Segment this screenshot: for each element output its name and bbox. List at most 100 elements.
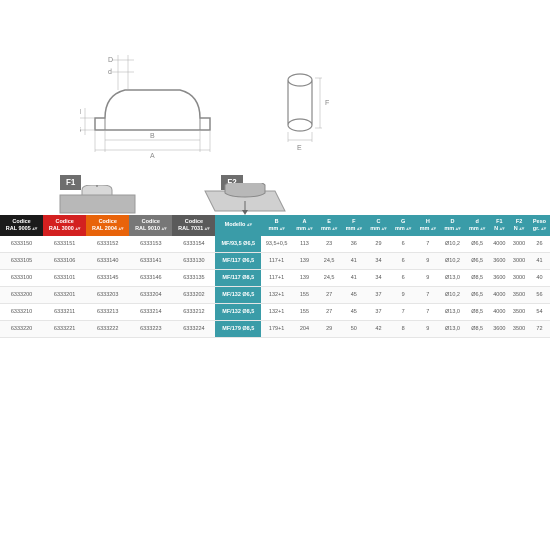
cell: 132+1 (261, 304, 292, 321)
cell: 50 (341, 321, 366, 338)
cell: 6 (391, 270, 416, 287)
cell: 155 (292, 287, 317, 304)
cell: Ø8,5 (465, 304, 490, 321)
cell: 34 (366, 253, 391, 270)
col-header[interactable]: F1N ▴▾ (490, 215, 510, 236)
cell: 45 (341, 287, 366, 304)
cell: 113 (292, 236, 317, 253)
cell: Ø6,5 (465, 253, 490, 270)
cell: 3600 (490, 270, 510, 287)
cell: MF/179 Ø8,5 (215, 321, 261, 338)
cell: 6333212 (172, 304, 215, 321)
cell: 6333222 (86, 321, 129, 338)
col-header[interactable]: Fmm ▴▾ (341, 215, 366, 236)
cell: 37 (366, 287, 391, 304)
cell: 41 (529, 253, 550, 270)
table-row: 63331506333151633315263331536333154MF/93… (0, 236, 550, 253)
col-header[interactable]: Emm ▴▾ (317, 215, 342, 236)
cell: 6333213 (86, 304, 129, 321)
cell: 3500 (509, 321, 529, 338)
cell: 26 (529, 236, 550, 253)
col-header[interactable]: Pesogr. ▴▾ (529, 215, 550, 236)
table-row: 63332206333221633322263332236333224MF/17… (0, 321, 550, 338)
cell: 3600 (490, 253, 510, 270)
cell: Ø8,5 (465, 270, 490, 287)
col-header[interactable]: CodiceRAL 2004 ▴▾ (86, 215, 129, 236)
cell: 3500 (509, 304, 529, 321)
cell: 9 (415, 253, 440, 270)
cell: 27 (317, 304, 342, 321)
cell: Ø10,2 (440, 287, 465, 304)
col-header[interactable]: CodiceRAL 9010 ▴▾ (129, 215, 172, 236)
handle-side-view: D d H G B A (80, 40, 240, 160)
cell: 6333100 (0, 270, 43, 287)
cell: 6333200 (0, 287, 43, 304)
cell: 155 (292, 304, 317, 321)
cell: 6 (391, 236, 416, 253)
col-header[interactable]: CodiceRAL 9005 ▴▾ (0, 215, 43, 236)
svg-text:H: H (80, 109, 81, 116)
cell: 24,5 (317, 270, 342, 287)
cell: 3600 (490, 321, 510, 338)
svg-text:F: F (325, 100, 329, 107)
cell: 3000 (509, 253, 529, 270)
col-header[interactable]: Dmm ▴▾ (440, 215, 465, 236)
cell: 3500 (509, 287, 529, 304)
cell: 6333223 (129, 321, 172, 338)
cell: 6333130 (172, 253, 215, 270)
cell: 54 (529, 304, 550, 321)
col-header[interactable]: Modello ▴▾ (215, 215, 261, 236)
cell: 6333204 (129, 287, 172, 304)
cell: 23 (317, 236, 342, 253)
cell: 4000 (490, 304, 510, 321)
svg-text:E: E (297, 145, 302, 152)
cell: MF/117 Ø6,5 (215, 253, 261, 270)
cell: 6333220 (0, 321, 43, 338)
col-header[interactable]: Bmm ▴▾ (261, 215, 292, 236)
diagram-area: D d H G B A F E F1 F2 (0, 0, 550, 215)
col-header[interactable]: F2N ▴▾ (509, 215, 529, 236)
col-header[interactable]: Gmm ▴▾ (391, 215, 416, 236)
cell: 6333152 (86, 236, 129, 253)
cell: 4000 (490, 287, 510, 304)
cell: 6 (391, 253, 416, 270)
col-header[interactable]: dmm ▴▾ (465, 215, 490, 236)
cell: 6333101 (43, 270, 86, 287)
col-header[interactable]: CodiceRAL 7031 ▴▾ (172, 215, 215, 236)
cell: 6333150 (0, 236, 43, 253)
col-header[interactable]: Amm ▴▾ (292, 215, 317, 236)
cell: 4000 (490, 236, 510, 253)
cell: MF/93,5 Ø6,5 (215, 236, 261, 253)
cell: 36 (341, 236, 366, 253)
cell: 40 (529, 270, 550, 287)
svg-text:G: G (80, 127, 81, 134)
cell: 6333154 (172, 236, 215, 253)
col-header[interactable]: Hmm ▴▾ (415, 215, 440, 236)
cell: MF/132 Ø6,5 (215, 287, 261, 304)
cell: 6333201 (43, 287, 86, 304)
cell: 6333135 (172, 270, 215, 287)
svg-text:A: A (150, 153, 155, 160)
cell: 45 (341, 304, 366, 321)
cell: 41 (341, 253, 366, 270)
cell: 9 (415, 270, 440, 287)
cell: Ø13,0 (440, 304, 465, 321)
cell: 6333105 (0, 253, 43, 270)
cell: 7 (415, 287, 440, 304)
cell: 3000 (509, 270, 529, 287)
cell: 6333202 (172, 287, 215, 304)
col-header[interactable]: CodiceRAL 3000 ▴▾ (43, 215, 86, 236)
cell: 139 (292, 270, 317, 287)
cell: 7 (415, 236, 440, 253)
cell: 117+1 (261, 270, 292, 287)
cell: 6333151 (43, 236, 86, 253)
cell: Ø10,2 (440, 236, 465, 253)
svg-text:d: d (108, 69, 112, 76)
cell: Ø13,0 (440, 321, 465, 338)
cell: 6333214 (129, 304, 172, 321)
cell: 6333140 (86, 253, 129, 270)
cell: Ø10,2 (440, 253, 465, 270)
cell: 6333224 (172, 321, 215, 338)
col-header[interactable]: Cmm ▴▾ (366, 215, 391, 236)
cell: 6333203 (86, 287, 129, 304)
